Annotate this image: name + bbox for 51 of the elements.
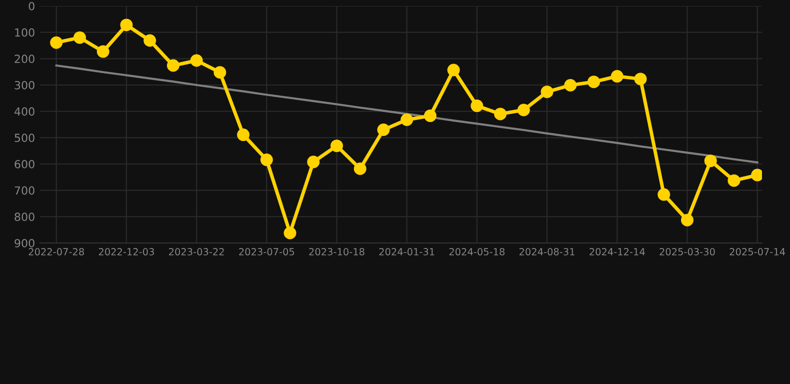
y-tick-label: 600 [14, 160, 34, 168]
point [190, 54, 203, 67]
y-tick-label: 900 [14, 238, 34, 248]
point [120, 18, 133, 32]
point [377, 124, 390, 136]
point [214, 66, 226, 79]
x-tick-label: 2025-07-14 [730, 248, 786, 256]
x-tick-label: 2023-07-05 [239, 248, 294, 256]
point [564, 79, 577, 92]
point [588, 76, 600, 88]
point [50, 36, 63, 49]
point [470, 100, 484, 112]
point [494, 108, 507, 120]
y-tick-label: 400 [14, 107, 34, 116]
point [284, 226, 296, 240]
point [144, 34, 156, 47]
point [610, 70, 624, 83]
x-tick-label: 2023-10-18 [309, 248, 364, 256]
point [680, 214, 694, 226]
x-tick-label: 2022-07-28 [28, 248, 84, 256]
x-tick-label: 2022-12-03 [98, 248, 154, 256]
point [166, 59, 180, 72]
y-tick-label: 100 [15, 28, 34, 37]
point [330, 140, 343, 152]
point [728, 174, 740, 187]
point [447, 64, 460, 76]
point [634, 72, 647, 86]
point [96, 45, 110, 58]
x-tick-label: 2025-03-30 [660, 248, 715, 256]
x-tick-label: 2024-05-18 [449, 248, 505, 256]
y-tick-label: 300 [14, 80, 34, 90]
x-tick-label: 2024-08-31 [519, 248, 574, 256]
point [517, 104, 530, 116]
y-tick-label: 0 [28, 2, 34, 10]
y-tick-label: 700 [14, 186, 34, 195]
point [704, 154, 717, 168]
point [354, 162, 366, 175]
point [237, 128, 250, 142]
x-tick-label: 2024-01-31 [379, 248, 434, 256]
point [260, 154, 273, 166]
y-tick-label: 800 [14, 212, 34, 222]
point [658, 188, 670, 201]
point [73, 31, 86, 44]
x-tick-label: 2023-03-22 [169, 248, 224, 256]
x-tick-label: 2024-12-14 [590, 248, 645, 256]
point [307, 156, 320, 168]
point [540, 86, 554, 98]
y-tick-label: 200 [14, 54, 34, 64]
y-tick-label: 500 [14, 134, 34, 142]
point [400, 114, 414, 126]
point [424, 110, 436, 122]
